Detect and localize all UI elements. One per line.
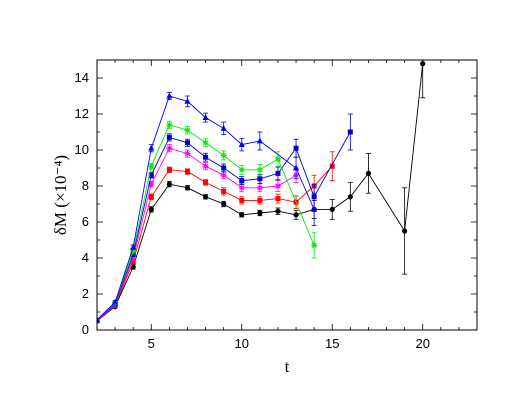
y-tick-label: 8 [82, 178, 89, 193]
y-tick-label: 0 [82, 322, 89, 337]
data-point [311, 206, 318, 212]
data-point [256, 137, 263, 144]
data-point [130, 247, 137, 254]
data-point [130, 243, 137, 250]
data-point [202, 139, 209, 146]
y-tick-label: 10 [75, 142, 89, 157]
data-point [275, 196, 281, 202]
data-point [239, 178, 245, 184]
data-point [329, 163, 335, 169]
series-line [97, 147, 297, 321]
data-point [257, 210, 263, 216]
x-tick-label: 15 [325, 336, 339, 351]
data-point [238, 141, 245, 147]
data-point [203, 154, 209, 160]
data-point [274, 156, 281, 162]
data-point [148, 181, 155, 188]
data-point [184, 127, 191, 134]
data-point [238, 166, 245, 173]
data-point [203, 179, 209, 185]
data-point [238, 184, 245, 191]
data-point [257, 176, 263, 182]
x-tick-label: 20 [415, 336, 429, 351]
y-tick-label: 12 [75, 106, 89, 121]
data-point [130, 255, 137, 261]
data-point [239, 212, 245, 218]
data-point [329, 206, 335, 212]
data-point [202, 163, 209, 170]
series-3 [97, 113, 353, 323]
data-point [184, 98, 191, 104]
data-point [148, 194, 154, 200]
data-point [256, 184, 263, 191]
data-point [184, 150, 191, 157]
y-tick-label: 4 [82, 250, 89, 265]
data-point [293, 212, 299, 218]
series-4 [97, 120, 318, 324]
data-point [166, 167, 172, 173]
data-point [402, 228, 408, 234]
series-line [97, 165, 333, 322]
x-tick-label: 5 [148, 336, 155, 351]
data-point [166, 181, 172, 187]
data-point [274, 183, 281, 189]
data-point [148, 163, 155, 170]
data-point [347, 194, 353, 200]
data-point [221, 201, 227, 207]
data-point [220, 152, 227, 159]
data-point [275, 208, 281, 214]
x-axis-title: t [285, 357, 290, 376]
series-line [97, 131, 351, 321]
data-point [111, 298, 119, 305]
data-point [202, 194, 209, 200]
data-point [130, 259, 136, 265]
data-point [347, 129, 353, 135]
data-point [220, 125, 227, 131]
data-point [365, 170, 372, 176]
data-point [256, 166, 263, 173]
data-point [221, 165, 227, 171]
data-point [184, 169, 190, 175]
plot-area [97, 60, 426, 324]
data-point [148, 206, 154, 212]
data-point [221, 188, 227, 194]
data-point [166, 134, 172, 140]
series-line [97, 124, 315, 321]
data-point [166, 145, 173, 152]
data-point [275, 170, 281, 176]
data-point [239, 197, 245, 203]
axes: 5 10 15 20 0 2 4 6 8 10 12 14 [75, 59, 478, 351]
data-point [148, 172, 154, 178]
y-axis-title: δM (×10⁻⁴) [51, 155, 70, 235]
series-line [97, 95, 315, 321]
plot-frame [96, 59, 478, 331]
x-tick-label: 10 [235, 336, 249, 351]
y-tick-label: 14 [75, 70, 89, 85]
data-point [220, 172, 227, 179]
data-point [184, 140, 190, 146]
y-tick-label: 2 [82, 286, 89, 301]
data-point [202, 114, 209, 120]
series-1 [97, 151, 335, 324]
series-5 [97, 92, 318, 323]
data-point [184, 185, 191, 191]
y-tick-label: 6 [82, 214, 89, 229]
data-point [148, 144, 155, 151]
data-point [166, 121, 173, 128]
series-2 [97, 144, 300, 324]
data-point [257, 197, 263, 203]
data-point [97, 316, 101, 323]
series-0 [97, 60, 426, 324]
data-point [293, 145, 299, 151]
data-point [292, 164, 300, 171]
data-point [130, 251, 136, 257]
data-point [166, 92, 173, 99]
series-line [97, 63, 424, 322]
data-point [311, 242, 318, 249]
